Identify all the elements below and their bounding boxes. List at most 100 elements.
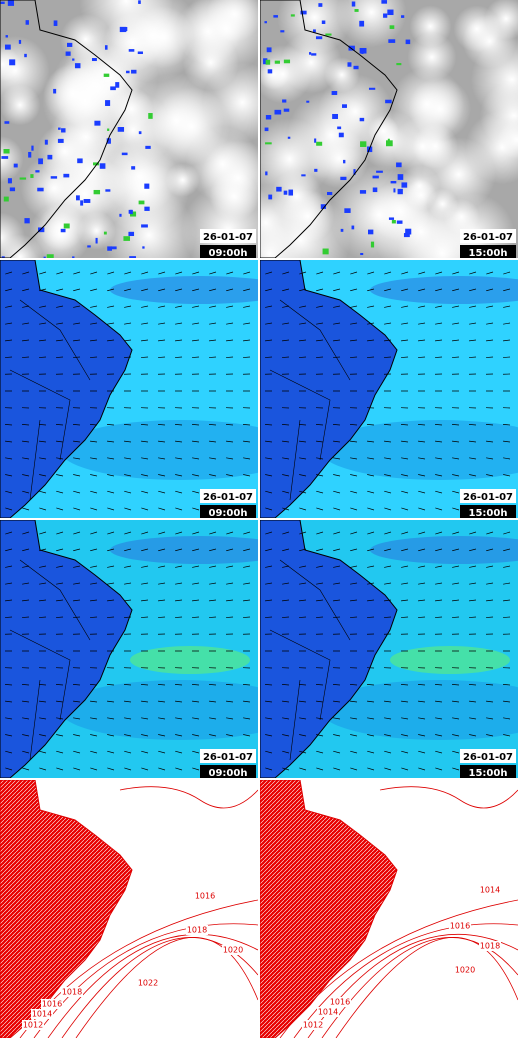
rain-cell — [383, 13, 388, 18]
wind-arrow — [333, 339, 341, 342]
rain-cell — [372, 175, 379, 179]
cloud — [462, 14, 517, 69]
cloud — [38, 204, 85, 251]
rain-cell — [397, 174, 404, 180]
wind-arrow — [192, 457, 200, 460]
wind-arrow — [435, 339, 443, 342]
wind-arrow — [418, 531, 426, 535]
wind-arrow — [315, 616, 324, 618]
wind-arrow — [401, 490, 409, 494]
wind-arrow — [452, 474, 460, 477]
wind-arrow — [243, 717, 251, 720]
wind-arrow — [316, 548, 324, 552]
rain-cell — [128, 49, 135, 52]
wind-arrow — [141, 565, 149, 568]
wind-arrow — [56, 565, 64, 568]
wind-arrow — [469, 305, 477, 308]
band — [370, 536, 518, 564]
wind-arrow — [435, 565, 443, 568]
wind-arrow — [242, 616, 251, 618]
wind-arrow — [452, 490, 460, 494]
wind-arrow — [175, 548, 183, 552]
wind-arrow — [435, 599, 443, 602]
isobar — [119, 786, 258, 809]
wind-arrow — [435, 767, 443, 771]
wind-arrow — [282, 305, 290, 308]
wind-arrow — [192, 474, 200, 477]
wind-arrow — [417, 356, 426, 358]
wind-arrow — [226, 531, 234, 535]
rain-cell — [367, 229, 374, 235]
wind-arrow — [124, 271, 132, 275]
wind-arrow — [265, 474, 273, 477]
rain-cell — [7, 0, 15, 6]
wind-arrow — [486, 582, 494, 585]
wind-arrow — [400, 684, 409, 686]
wind-arrow — [243, 734, 251, 737]
wind-arrow — [418, 339, 426, 342]
wind-arrow — [367, 734, 375, 737]
wind-arrow — [140, 424, 149, 426]
wind-arrow — [281, 616, 290, 618]
wind-arrow — [469, 271, 477, 275]
wind-arrow — [192, 599, 200, 602]
wind-arrow — [124, 288, 132, 292]
wind-arrow — [22, 750, 30, 754]
isobar-label-bg — [41, 999, 63, 1009]
wind-arrow — [89, 684, 98, 686]
wind-arrow — [124, 565, 132, 568]
wind-arrow — [349, 424, 358, 426]
wind-arrow — [73, 599, 81, 602]
rain-cell — [314, 138, 317, 143]
wind-arrow — [401, 750, 409, 754]
wind-arrow — [21, 616, 30, 618]
rain-cell — [316, 141, 323, 146]
wind-arrow — [384, 565, 392, 568]
wind-arrow — [384, 271, 392, 275]
isobar-label: 1018 — [480, 942, 500, 951]
wind-arrow — [5, 288, 13, 292]
wind-arrow — [55, 616, 64, 618]
rain-cell — [44, 139, 48, 145]
wind-arrow — [192, 582, 200, 585]
wind-arrow — [486, 734, 494, 737]
wind-arrow — [243, 288, 251, 292]
wind-arrow — [124, 322, 132, 325]
wind-arrow — [226, 734, 234, 737]
wind-arrow — [384, 474, 392, 477]
wind-arrow — [55, 424, 64, 426]
wind-arrow — [141, 271, 149, 275]
isobar-label: 1020 — [223, 946, 243, 955]
wind-arrow — [124, 474, 132, 477]
rain-cell — [361, 51, 364, 55]
rain-cell — [35, 170, 40, 173]
time-box — [200, 505, 256, 518]
rain-cell — [273, 15, 278, 18]
rain-cell — [99, 163, 106, 169]
time-label: 09:00h — [209, 248, 248, 259]
wind-arrow — [503, 531, 511, 535]
wind-arrow — [124, 531, 132, 535]
wind-arrow — [316, 700, 324, 703]
wind-arrow — [384, 717, 392, 720]
wind-arrow — [243, 548, 251, 552]
wind-arrow — [384, 599, 392, 602]
wind-arrow — [124, 734, 132, 737]
wind-arrow — [418, 734, 426, 737]
wind-arrow — [243, 339, 251, 342]
wind-arrow — [418, 440, 426, 443]
band — [110, 276, 258, 304]
wind-arrow — [316, 767, 324, 771]
wind-arrow — [503, 548, 511, 552]
wind-arrow — [299, 531, 307, 535]
rain-cell — [376, 170, 383, 173]
rain-cell — [72, 256, 75, 258]
wind-arrow — [282, 582, 290, 585]
wind-arrow — [350, 582, 358, 585]
rain-cell — [31, 145, 34, 151]
wind-arrow — [401, 474, 409, 477]
wind-arrow — [367, 565, 375, 568]
wind-arrow — [39, 322, 47, 325]
wind-arrow — [39, 305, 47, 308]
wind-arrow — [107, 322, 115, 325]
